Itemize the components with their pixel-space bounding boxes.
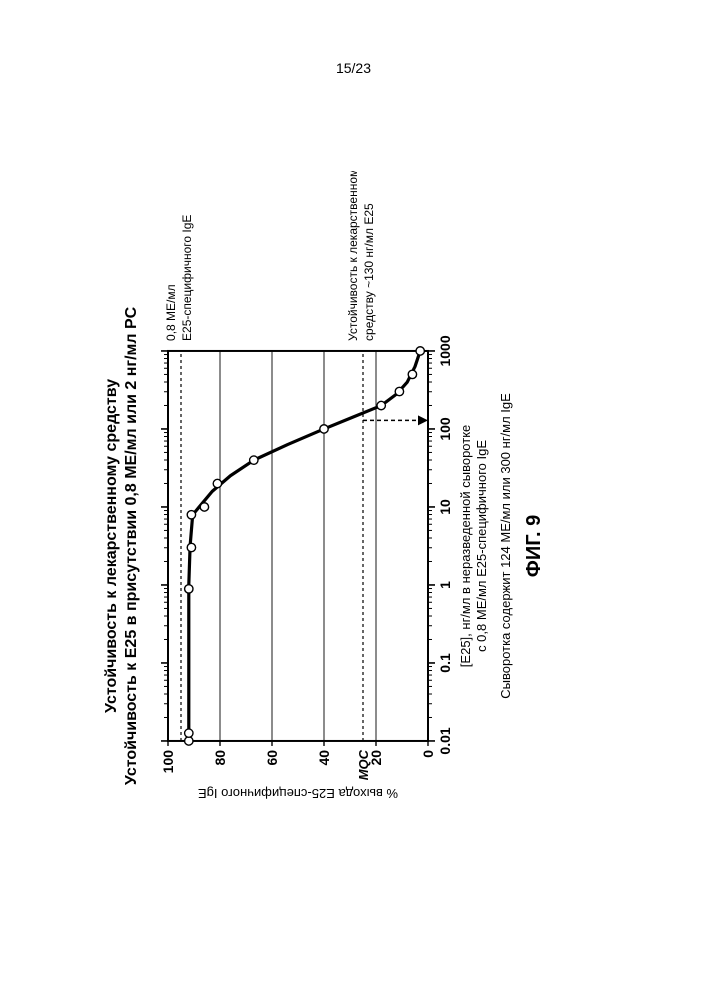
data-marker [187,511,195,519]
data-marker [200,503,208,511]
x-tick-label: 0.01 [437,727,453,754]
x-axis-label-1: [E25], нг/мл в неразведенной сыворотке [458,425,473,667]
data-marker [408,370,416,378]
mqc-label: MQC [356,749,371,780]
y-tick-label: 0 [420,750,436,758]
data-curve [188,351,419,741]
plot-border [168,351,428,741]
x-tick-label: 1000 [437,335,453,366]
page-number: 15/23 [0,60,707,76]
x-tick-label: 10 [437,499,453,515]
tolerance-label-2: средству ~130 нг/мл E25 [362,203,376,341]
x-tick-label: 0.1 [437,653,453,673]
data-marker [416,347,424,355]
data-marker [377,401,385,409]
data-marker [184,585,192,593]
tolerance-label-1: Устойчивость к лекарственному [346,171,360,341]
chart-title-2: Устойчивость к E25 в присутствии 0,8 МЕ/… [123,306,140,785]
ref-top-label-1: 0,8 МЕ/мл [164,284,178,341]
chart-container: Устойчивость к лекарственному средствуУс… [96,171,548,811]
figure-label: ФИГ. 9 [523,515,545,578]
chart-svg: Устойчивость к лекарственному средствуУс… [96,171,548,811]
data-marker [213,479,221,487]
x-tick-label: 1 [437,581,453,589]
page: 15/23 Устойчивость к лекарственному сред… [0,0,707,1000]
y-tick-label: 40 [316,750,332,766]
x-tick-label: 100 [437,417,453,441]
y-tick-label: 60 [264,750,280,766]
ref-top-label-2: E25-специфичного IgE [180,215,194,341]
data-marker [249,456,257,464]
data-marker [395,387,403,395]
data-marker [184,729,192,737]
x-sub-caption: Сыворотка содержит 124 МЕ/мл или 300 нг/… [498,393,513,699]
data-marker [187,543,195,551]
tolerance-arrow-head [418,415,428,425]
y-tick-label: 100 [160,750,176,774]
y-tick-label: 80 [212,750,228,766]
y-axis-label: % выхода E25-специфичного IgE [197,786,397,801]
x-axis-label-2: с 0,8 МЕ/мл E25-специфичного IgE [474,440,489,652]
chart-title-1: Устойчивость к лекарственному средству [103,379,120,713]
data-marker [319,425,327,433]
